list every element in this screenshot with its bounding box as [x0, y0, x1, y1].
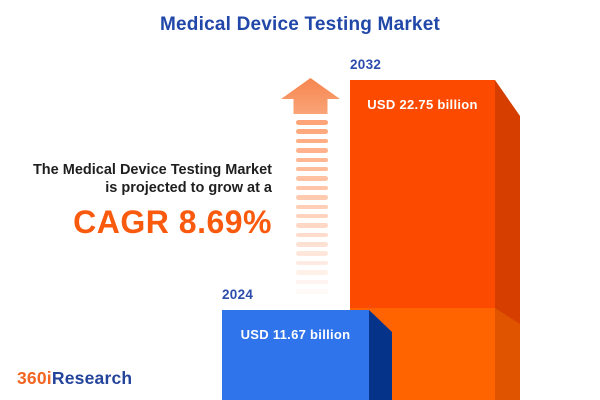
growth-arrow-stripe: [296, 176, 328, 181]
growth-arrow-stripe: [296, 166, 328, 172]
growth-arrow-stripe: [296, 195, 328, 200]
year-label-2032: 2032: [350, 57, 382, 72]
bar-value-2024: USD 11.67 billion: [240, 327, 351, 342]
growth-arrow-stripes: [296, 120, 328, 298]
growth-arrow-stripe: [296, 260, 328, 266]
growth-arrow-stripe: [296, 157, 328, 163]
logo-part-360i: 360i: [17, 368, 52, 388]
growth-arrow-stripe: [296, 148, 328, 153]
growth-arrow-stripe: [296, 223, 328, 228]
bar-2024-face: [222, 310, 369, 400]
bar-value-2032: USD 22.75 billion: [367, 97, 478, 112]
page-title: Medical Device Testing Market: [160, 14, 440, 35]
growth-arrow-stripe: [296, 185, 328, 191]
annotation-block: The Medical Device Testing Market is pro…: [0, 162, 272, 241]
cagr-value: CAGR 8.69%: [73, 204, 272, 240]
growth-arrow-stripe: [296, 213, 328, 219]
bar-2024-side: [369, 310, 392, 400]
logo-360iresearch: 360iResearch: [17, 368, 132, 389]
growth-arrow-head-icon: [281, 78, 340, 114]
annotation-line-2: is projected to grow at a: [105, 179, 272, 196]
growth-arrow: [281, 78, 340, 308]
growth-arrow-stripe: [296, 251, 328, 256]
growth-arrow-stripe: [296, 279, 328, 285]
annotation-line-1: The Medical Device Testing Market: [32, 162, 272, 178]
growth-arrow-stripe: [296, 232, 328, 238]
growth-arrow-stripe: [296, 270, 328, 275]
growth-arrow-stripe: [296, 129, 328, 134]
bar-2032-lower-segment-side: [495, 308, 520, 400]
growth-arrow-stripe: [296, 242, 328, 247]
year-label-2024: 2024: [222, 287, 254, 302]
growth-arrow-stripe: [296, 204, 328, 210]
logo-part-research: Research: [51, 368, 133, 388]
growth-arrow-stripe: [296, 120, 328, 125]
growth-arrow-stripe: [296, 289, 328, 294]
growth-arrow-stripe: [296, 138, 328, 144]
